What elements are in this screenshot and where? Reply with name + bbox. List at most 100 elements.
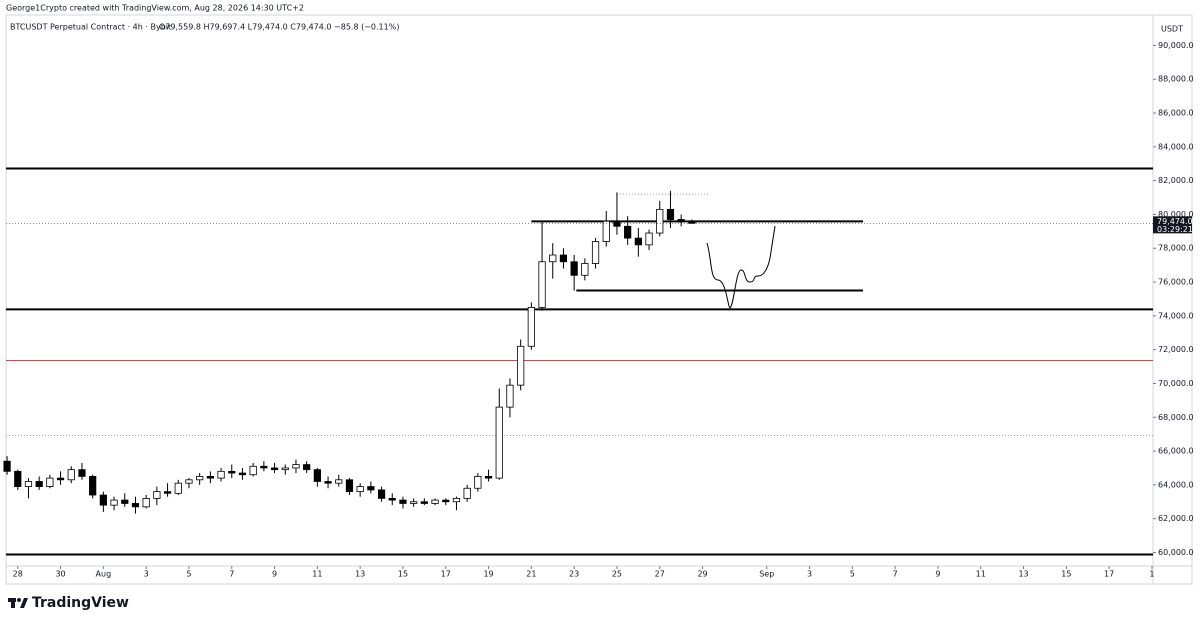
x-tick-label: 5 <box>850 570 855 579</box>
candle-body <box>217 470 225 479</box>
y-tick-label: 82,000.0 <box>1158 176 1194 185</box>
candle-body <box>356 486 364 493</box>
candle-body <box>581 263 589 276</box>
projection-drawing <box>706 225 776 309</box>
y-tick-label: 74,000.0 <box>1158 311 1194 320</box>
x-tick-label: 23 <box>569 570 579 579</box>
y-axis-label: USDT <box>1161 25 1183 34</box>
candle-body <box>474 476 482 489</box>
candle-body <box>110 499 118 506</box>
candle-body <box>24 481 33 487</box>
candle-body <box>206 476 214 479</box>
x-tick-label: 19 <box>483 570 493 579</box>
candle-body <box>35 481 43 487</box>
x-tick-label: 3 <box>144 570 149 579</box>
candle-body <box>559 254 568 263</box>
candle-body <box>495 406 503 479</box>
candle-body <box>14 470 22 487</box>
x-tick-label: 29 <box>697 570 707 579</box>
y-tick-label: 72,000.0 <box>1158 345 1194 354</box>
candle-body <box>431 499 439 504</box>
x-tick-label: Sep <box>759 570 774 579</box>
ohlc-legend: O79,559.8 H79,697.4 L79,474.0 C79,474.0 … <box>159 23 399 32</box>
candle-body <box>377 489 386 499</box>
x-tick-label: 3 <box>807 570 812 579</box>
candle-body <box>549 254 557 263</box>
candle-body <box>3 460 11 472</box>
candle-body <box>185 479 193 484</box>
candle-body <box>624 225 632 239</box>
candle-body <box>538 261 546 308</box>
candle-body <box>281 467 289 471</box>
x-tick-label: 15 <box>1061 570 1071 579</box>
candle-body <box>688 221 696 224</box>
candle-body <box>121 499 129 504</box>
candle-body <box>335 479 343 484</box>
candle-body <box>645 232 653 246</box>
x-tick-label: 30 <box>55 570 65 579</box>
y-tick-label: 80,000.0 <box>1158 210 1194 219</box>
x-tick-label: 17 <box>441 570 451 579</box>
header: George1Crypto created with TradingView.c… <box>6 4 304 13</box>
candle-body <box>153 491 161 499</box>
x-tick-label: 13 <box>355 570 365 579</box>
candle-body <box>249 465 257 476</box>
candle-body <box>174 482 182 494</box>
candle-body <box>677 219 685 223</box>
x-tick-label: 7 <box>229 570 234 579</box>
candle-body <box>238 472 247 476</box>
candle-body <box>506 384 514 408</box>
x-tick-label: 5 <box>186 570 191 579</box>
x-tick-label: 11 <box>976 570 986 579</box>
candle-body <box>260 465 268 469</box>
x-tick-label: 27 <box>655 570 665 579</box>
y-tick-label: 62,000.0 <box>1158 514 1194 523</box>
x-tick-label: 17 <box>1104 570 1114 579</box>
candle-body <box>517 345 525 386</box>
logo-part <box>11 598 15 608</box>
candle-body <box>345 479 354 493</box>
candle-body <box>613 220 621 227</box>
y-tick-label: 90,000.0 <box>1158 41 1194 50</box>
candle-body <box>388 497 396 501</box>
logo-part <box>17 598 21 602</box>
x-tick-label: 15 <box>398 570 408 579</box>
x-tick-label: 21 <box>526 570 536 579</box>
candle-body <box>570 261 578 276</box>
candle-body <box>463 487 471 499</box>
last-price-label: 79,474.0 <box>1157 217 1193 226</box>
x-tick-label: 28 <box>13 570 23 579</box>
y-tick-label: 70,000.0 <box>1158 379 1194 388</box>
candle-body <box>410 501 418 504</box>
candle-body <box>527 307 535 347</box>
candle-body <box>131 503 140 508</box>
candle-body <box>163 491 172 494</box>
candle-body <box>89 476 97 496</box>
candle-body <box>484 476 493 479</box>
candle-body <box>270 467 279 471</box>
y-tick-label: 66,000.0 <box>1158 447 1194 456</box>
chart-title: BTCUSDT Perpetual Contract · 4h · Bybit <box>10 23 171 32</box>
x-tick-label: Aug <box>96 570 112 579</box>
candle-body <box>228 470 236 474</box>
candle-body <box>399 499 407 504</box>
x-tick-label: 7 <box>893 570 898 579</box>
x-tick-label: 9 <box>935 570 940 579</box>
candle-body <box>324 481 332 484</box>
logo <box>8 598 28 608</box>
candle-body <box>367 486 375 491</box>
candle-body <box>292 464 300 469</box>
y-tick-label: 78,000.0 <box>1158 244 1194 253</box>
y-tick-label: 84,000.0 <box>1158 142 1194 151</box>
x-tick-label: 11 <box>312 570 322 579</box>
y-tick-label: 68,000.0 <box>1158 413 1194 422</box>
candle-body <box>67 469 75 481</box>
logo-part <box>20 598 28 608</box>
y-tick-label: 76,000.0 <box>1158 278 1194 287</box>
candle-body <box>442 499 450 503</box>
x-tick-label: 9 <box>272 570 277 579</box>
candle-body <box>313 469 321 482</box>
candle-body <box>591 241 600 264</box>
candle-body <box>142 497 150 508</box>
